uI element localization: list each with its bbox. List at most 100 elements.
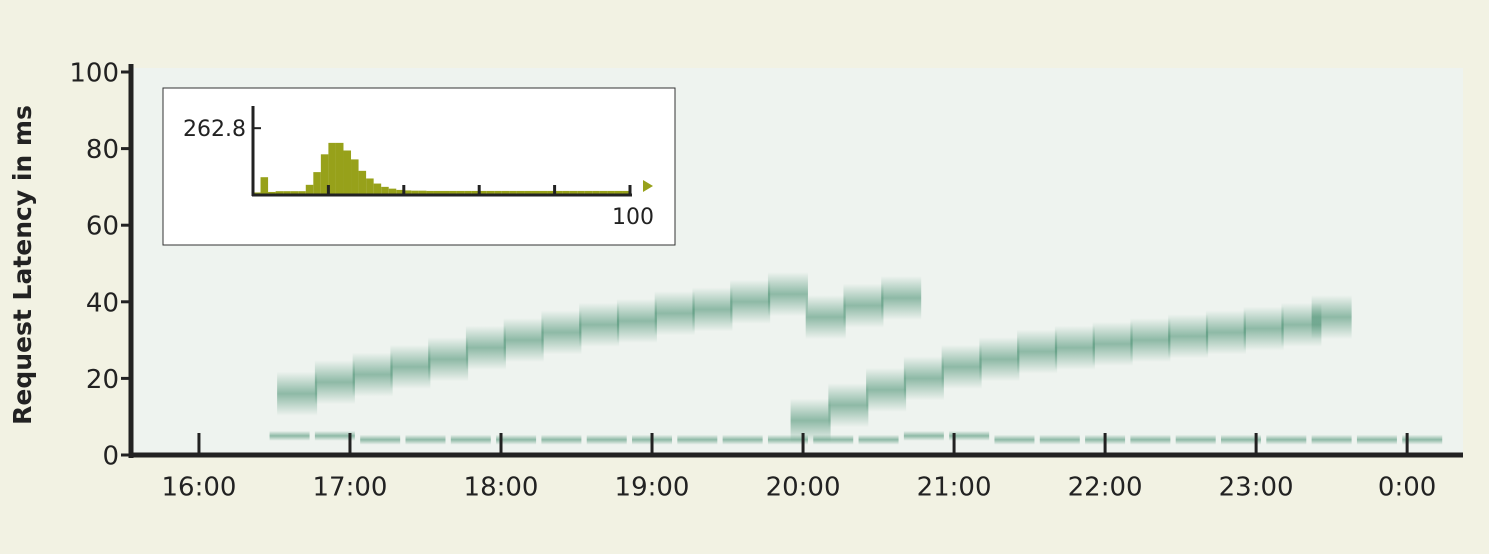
histogram-bar: [418, 190, 427, 195]
heat-cell: [1311, 434, 1352, 445]
histogram-bar: [268, 191, 276, 195]
histogram-bar: [366, 178, 374, 195]
heat-cell: [1130, 318, 1171, 363]
heat-cell: [941, 344, 982, 389]
heat-cell: [767, 272, 808, 317]
histogram-bar: [599, 190, 608, 195]
histogram-bar: [479, 190, 487, 195]
histogram-bar: [388, 188, 397, 195]
heat-cell: [352, 352, 393, 397]
histogram-bar: [562, 190, 570, 195]
heat-cell: [692, 287, 733, 332]
heat-cell: [654, 291, 695, 336]
heat-cell: [465, 325, 506, 370]
inset: 262.8 100: [183, 106, 654, 230]
heat-cell: [813, 434, 854, 445]
histogram-bar: [569, 190, 578, 195]
heat-cell: [616, 298, 657, 343]
histogram-bar: [381, 186, 389, 195]
heat-cell: [1017, 329, 1058, 374]
heat-cell: [979, 337, 1020, 382]
x-tick-label: 17:00: [313, 473, 388, 503]
histogram-bar: [313, 172, 321, 195]
histogram-bar: [584, 190, 593, 195]
y-axis-label: Request Latency in ms: [8, 105, 37, 425]
heat-cell: [1266, 434, 1307, 445]
heat-cell: [1356, 434, 1397, 445]
heat-cell: [314, 360, 355, 405]
heat-cell: [866, 367, 907, 412]
heat-cell: [828, 383, 869, 428]
heat-cell: [1054, 325, 1095, 370]
y-tick-label: 20: [86, 365, 119, 395]
heat-cell: [1092, 321, 1133, 366]
heat-cell: [1168, 314, 1209, 359]
histogram-bar: [351, 159, 359, 195]
histogram-bar: [283, 191, 291, 195]
histogram-bar: [464, 190, 472, 195]
heat-cell: [1130, 434, 1171, 445]
heat-cell: [1221, 434, 1261, 445]
x-tick-label: 18:00: [464, 473, 539, 503]
heat-cell: [881, 275, 922, 320]
histogram-bar: [622, 190, 630, 195]
histogram-bar: [320, 154, 329, 195]
histogram-bar: [373, 183, 382, 195]
heat-cell: [949, 430, 990, 441]
histogram-bar: [335, 142, 344, 195]
histogram-bar: [539, 190, 548, 195]
histogram-bar: [471, 190, 480, 195]
histogram-bar: [531, 190, 540, 195]
y-tick-label: 60: [86, 212, 119, 242]
x-tick-label: 20:00: [766, 473, 841, 503]
heat-cell: [1243, 306, 1284, 351]
histogram-bar: [614, 190, 623, 195]
inset-box: [162, 87, 676, 246]
histogram-bar: [501, 190, 510, 195]
heat-cell: [579, 302, 620, 347]
histogram-bar: [260, 177, 269, 195]
heat-cell: [730, 279, 771, 324]
inset-x-tick-label: 100: [612, 205, 654, 230]
inset-arrow: [643, 180, 653, 192]
histogram-bar: [426, 190, 434, 195]
histogram-bar: [358, 170, 367, 195]
y-tick-label: 40: [86, 288, 119, 318]
heat-cell: [503, 318, 544, 363]
heat-cell: [428, 337, 469, 382]
histogram-bar: [516, 190, 525, 195]
x-tick-label: 16:00: [161, 473, 236, 503]
histogram-bar: [592, 190, 600, 195]
histogram-bar: [547, 190, 555, 195]
histogram-bar: [343, 150, 352, 195]
histogram-bar: [396, 189, 404, 195]
heat-cell: [360, 434, 401, 445]
histogram-bar: [298, 191, 306, 195]
histogram-bar: [494, 190, 502, 195]
inset-y-tick-label: 262.8: [183, 117, 246, 142]
heat-cell: [1175, 434, 1216, 445]
heat-cell: [858, 434, 899, 445]
heat-cell: [1205, 310, 1246, 355]
histogram-bar: [403, 190, 412, 195]
heat-cell: [450, 434, 491, 445]
x-tick-label: 19:00: [615, 473, 690, 503]
histogram-bar: [509, 190, 517, 195]
heat-cell: [541, 310, 582, 355]
heat-cell: [314, 430, 355, 441]
y-tick-label: 80: [86, 135, 119, 165]
x-tick-label: 23:00: [1219, 473, 1294, 503]
x-tick-label: 22:00: [1068, 473, 1143, 503]
histogram-bar: [411, 190, 419, 195]
y-tick-label: 100: [69, 59, 119, 89]
axes: 0 20 40 60 80 100 16:00 17:00 18:00 19:00 20:00 21:…: [69, 59, 1463, 503]
histogram-bar: [275, 191, 284, 195]
histogram-bar: [449, 190, 457, 195]
histogram-bar: [441, 190, 450, 195]
heat-cell: [805, 295, 846, 340]
histogram-bar: [433, 190, 442, 195]
heatmap: [269, 272, 1443, 445]
heat-cell: [903, 356, 944, 401]
